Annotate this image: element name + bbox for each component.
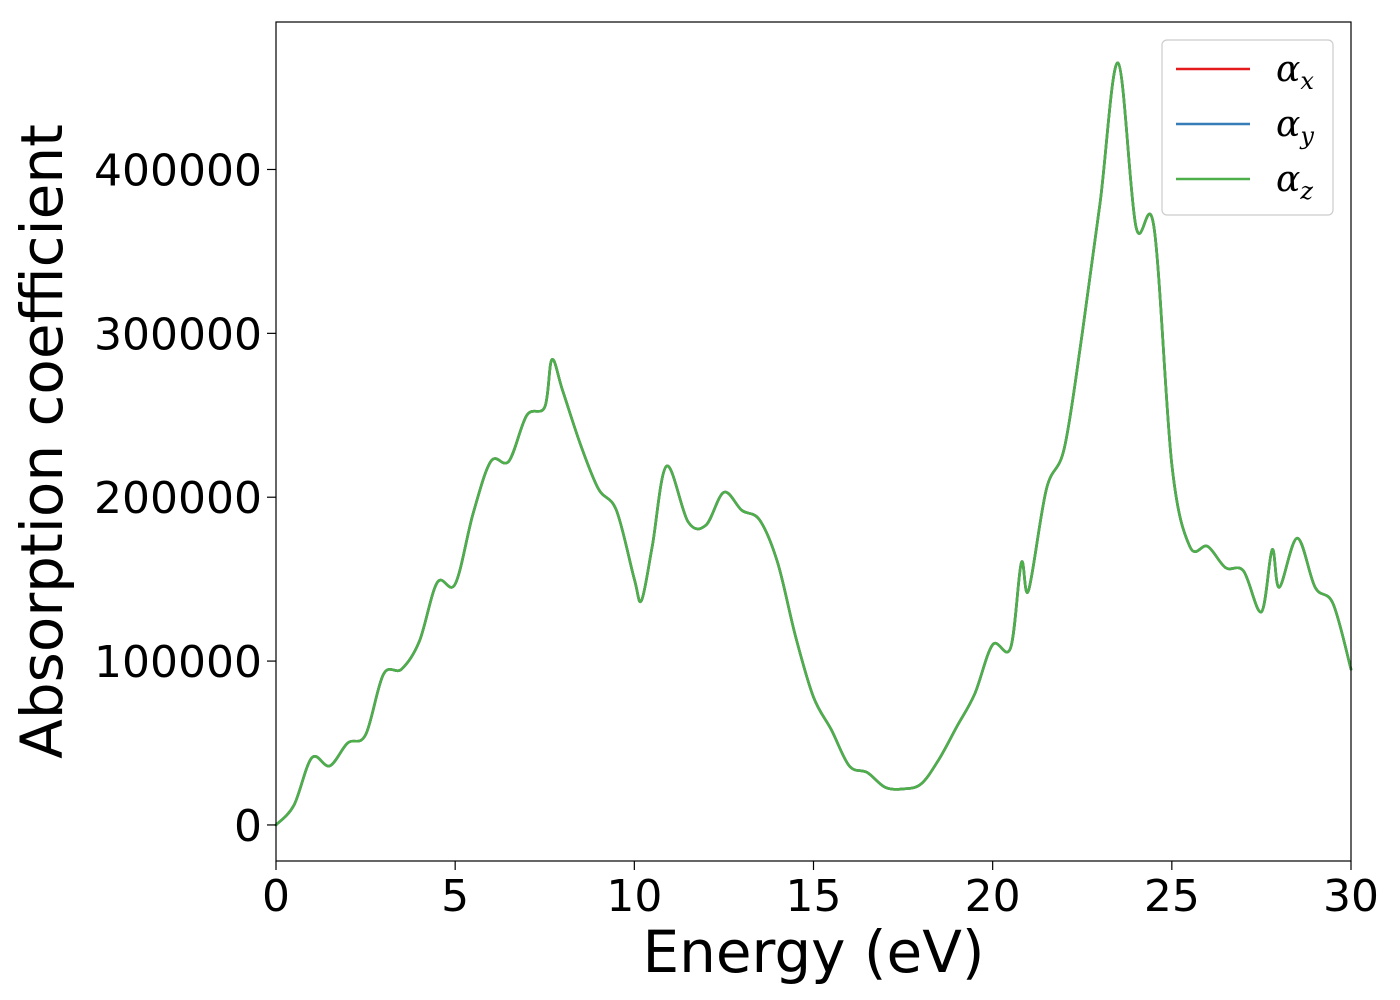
y-tick-label: 400000 xyxy=(94,145,262,196)
y-tick-label: 0 xyxy=(234,801,262,852)
x-tick-label: 25 xyxy=(1144,871,1200,922)
x-tick-label: 0 xyxy=(262,871,290,922)
x-tick-label: 30 xyxy=(1323,871,1379,922)
series-line-alpha-z xyxy=(274,61,1353,827)
x-tick-label: 20 xyxy=(965,871,1021,922)
series-layer xyxy=(274,61,1353,827)
x-tick-label: 5 xyxy=(441,871,469,922)
y-axis-label: Absorption coefficient xyxy=(8,124,76,759)
y-axis: 0 100000 200000 300000 400000 xyxy=(94,145,276,852)
x-axis-label: Energy (eV) xyxy=(642,918,984,986)
legend-entry-label: αx xyxy=(1276,49,1314,95)
x-axis: 0 5 10 15 20 25 30 xyxy=(262,861,1379,922)
legend-entry-label: αy xyxy=(1276,104,1314,150)
x-tick-label: 10 xyxy=(606,871,662,922)
y-tick-label: 100000 xyxy=(94,637,262,688)
y-tick-label: 200000 xyxy=(94,473,262,524)
legend-box xyxy=(1161,39,1334,216)
x-tick-label: 15 xyxy=(786,871,842,922)
y-tick-label: 300000 xyxy=(94,309,262,360)
